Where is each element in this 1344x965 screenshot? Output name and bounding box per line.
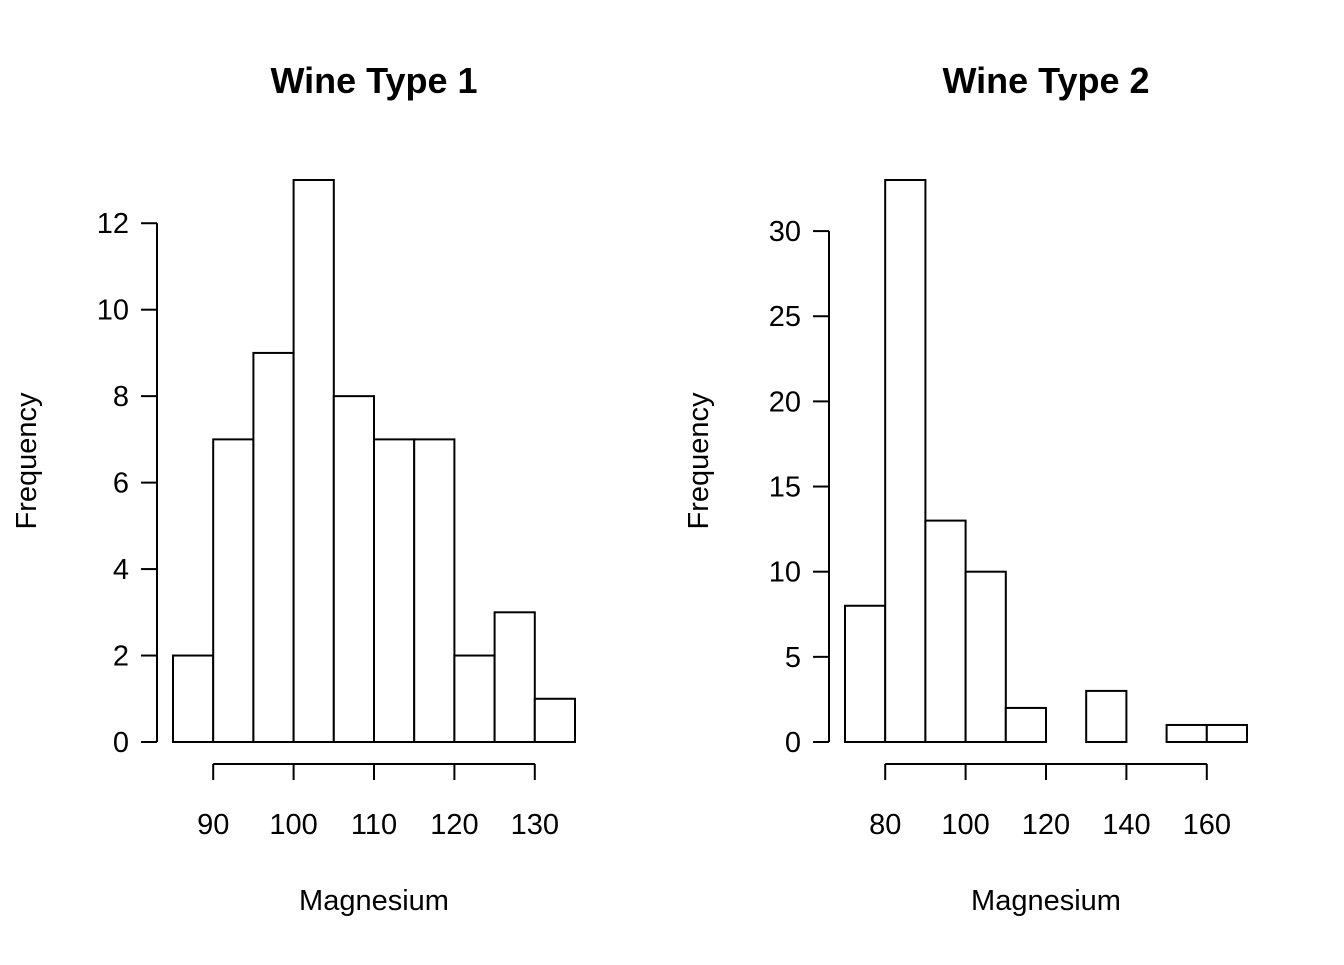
x-tick-label: 90 [197, 809, 229, 841]
histogram-panel-1: Wine Type 1 0 2 4 6 8 10 12 90 100 110 120 130 Magnes… [11, 60, 576, 917]
x-tick-label: 120 [1022, 809, 1070, 841]
histogram-bar [844, 604, 887, 743]
histogram-bar [533, 697, 576, 743]
chart-title: Wine Type 2 [942, 60, 1149, 101]
histogram-bar [1205, 723, 1249, 744]
histogram-bar [964, 570, 1007, 743]
y-tick-label: 10 [769, 557, 801, 589]
histogram-bar [332, 395, 375, 743]
y-tick-label: 6 [113, 468, 129, 500]
y-tick-label: 2 [113, 641, 129, 673]
y-tick-label: 8 [113, 381, 129, 413]
histogram-bar [252, 351, 295, 743]
x-tick-label: 120 [430, 809, 478, 841]
y-tick-label: 0 [785, 727, 801, 759]
x-tick-label: 160 [1183, 809, 1231, 841]
x-tick-label: 130 [511, 809, 559, 841]
y-axis-label: Frequency [683, 392, 715, 530]
x-tick-label: 80 [869, 809, 901, 841]
x-axis-label: Magnesium [299, 885, 449, 917]
histogram-bar [924, 519, 967, 744]
histogram-bar [413, 438, 456, 743]
histogram-bar [1085, 689, 1128, 744]
histogram-bar [212, 438, 255, 743]
y-tick-label: 12 [97, 208, 129, 240]
x-tick-label: 100 [941, 809, 989, 841]
histogram-bar [1165, 723, 1208, 744]
y-tick-label: 0 [113, 727, 129, 759]
histogram-bar [172, 654, 215, 743]
y-tick-label: 5 [785, 642, 801, 674]
x-axis-label: Magnesium [971, 885, 1121, 917]
histogram-bar [292, 179, 335, 743]
y-tick-label: 25 [769, 301, 801, 333]
histogram-panel-2: Wine Type 2 0 5 10 15 20 25 30 80 100 120 140 160 Mag… [683, 60, 1249, 917]
y-tick-label: 10 [97, 295, 129, 327]
y-tick-label: 20 [769, 386, 801, 418]
histogram-bar [493, 611, 536, 743]
y-tick-label: 30 [769, 216, 801, 248]
y-axis-label: Frequency [11, 392, 43, 530]
x-tick-label: 110 [351, 809, 397, 841]
chart-title: Wine Type 1 [270, 60, 477, 101]
histogram-bar [1004, 706, 1047, 743]
x-tick-label: 100 [269, 809, 317, 841]
histogram-bar [884, 179, 927, 743]
histogram-bar [453, 654, 496, 743]
y-tick-label: 15 [769, 472, 801, 504]
y-tick-label: 4 [113, 554, 129, 586]
x-tick-label: 140 [1102, 809, 1150, 841]
histogram-bar [373, 438, 416, 743]
